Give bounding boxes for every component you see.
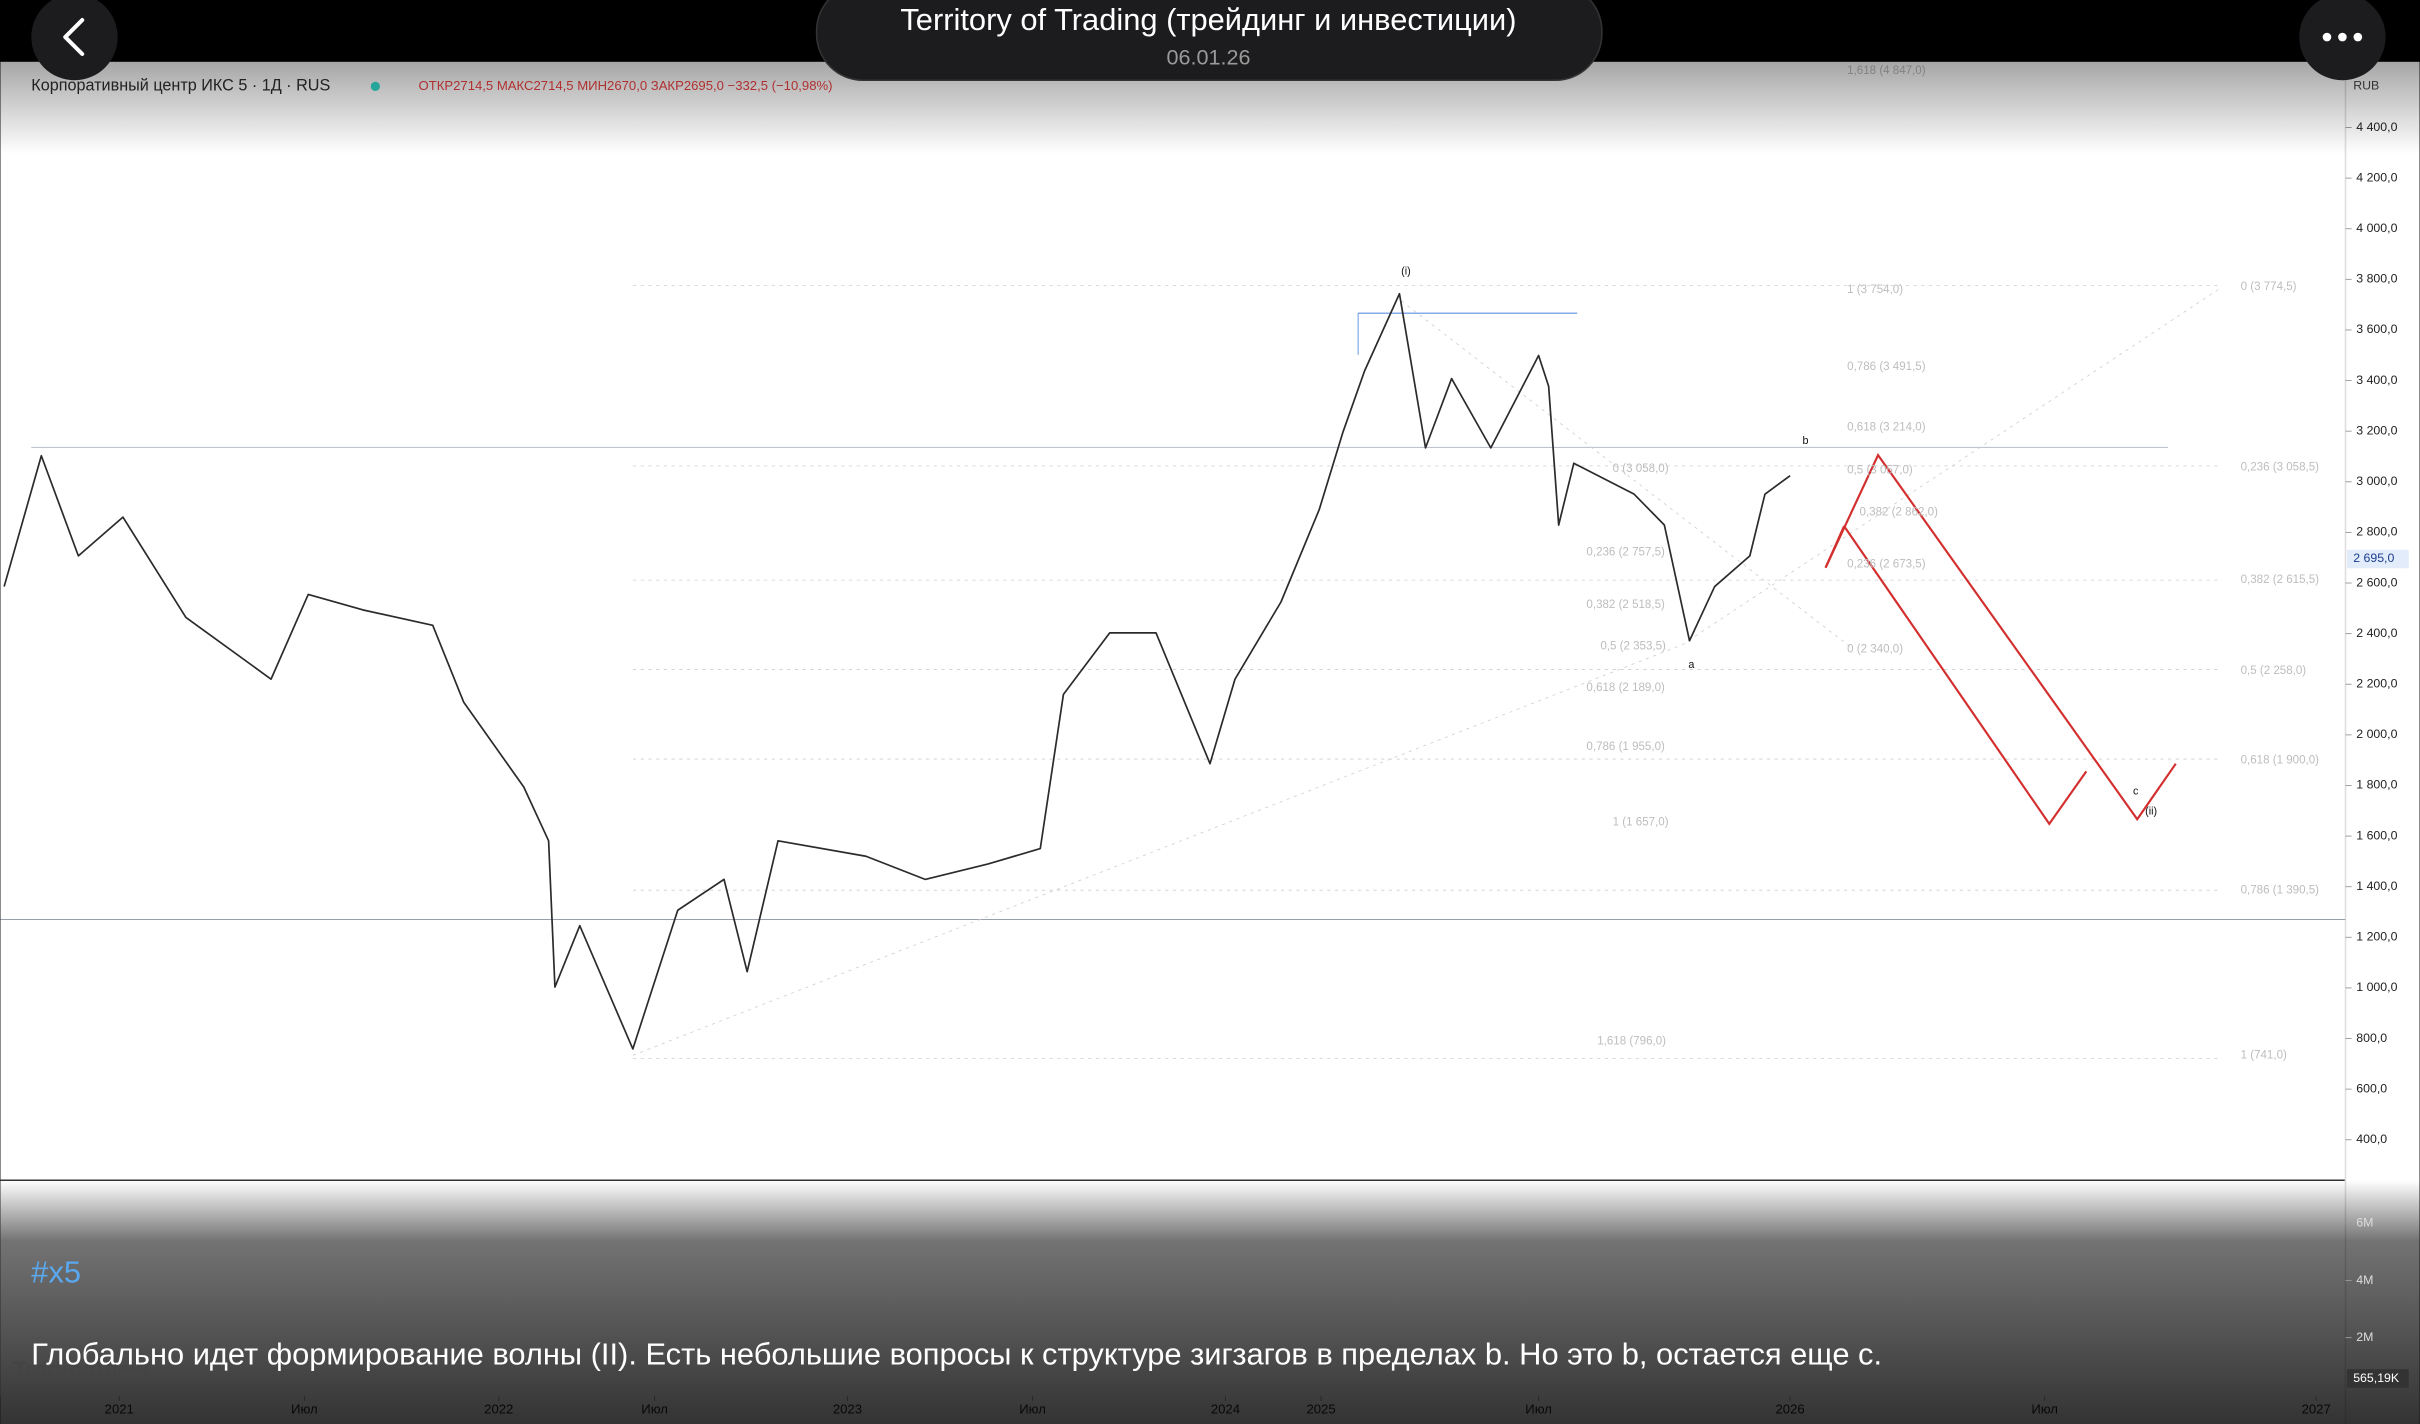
ohlc: ОТКР2714,5 МАКС2714,5 МИН2670,0 ЗАКР2695… — [419, 78, 833, 93]
wave-label: (ii) — [2145, 805, 2157, 817]
y-tick-label: 4 000,0 — [2356, 221, 2397, 235]
back-button[interactable] — [31, 0, 118, 81]
y-tick-label: 1 400,0 — [2356, 879, 2397, 893]
y-tick-label: 1 200,0 — [2356, 930, 2397, 944]
y-tick-label: 1 000,0 — [2356, 980, 2397, 994]
more-button[interactable] — [2299, 0, 2386, 81]
currency: RUB — [2353, 79, 2379, 93]
fib-guides — [632, 285, 2223, 1059]
post-date: 06.01.26 — [1166, 44, 1250, 69]
fib-label: 0,236 (2 757,5) — [1586, 546, 1665, 558]
y-tick-label: 2 600,0 — [2356, 575, 2397, 589]
y-tick-label: 2 400,0 — [2356, 626, 2397, 640]
y-tick-label: 2 800,0 — [2356, 525, 2397, 539]
wave-label: b — [1803, 435, 1809, 447]
fib-label: 0 (3 774,5) — [2241, 281, 2297, 293]
fib-label: 0,618 (2 189,0) — [1586, 682, 1665, 694]
fib-label: 0,382 (2 518,5) — [1586, 599, 1665, 611]
fib-label: 0,5 (3 057,0) — [1847, 465, 1913, 477]
fib-label: 0 (2 340,0) — [1847, 644, 1903, 656]
volume-tick-label: 4M — [2356, 1273, 2373, 1287]
fib-label: 0,5 (2 353,5) — [1600, 640, 1666, 652]
y-tick-label: 800,0 — [2356, 1031, 2387, 1045]
volume-tick-label: 6M — [2356, 1216, 2373, 1230]
last-price-box — [2347, 549, 2409, 569]
fib-label: 0,382 (2 615,5) — [2241, 574, 2320, 586]
title-pill — [815, 0, 1603, 81]
fib-label: 0,382 (2 862,0) — [1860, 506, 1939, 518]
fib-label: 1,618 (796,0) — [1597, 1035, 1666, 1047]
wave-label: c — [2133, 785, 2139, 797]
fib-label: 0,236 (3 058,5) — [2241, 462, 2320, 474]
symbol: Корпоративный центр ИКС 5 · 1Д · RUS — [31, 77, 330, 95]
watermark: TradingView — [13, 1357, 150, 1383]
post-title: Territory of Trading (трейдинг и инвести… — [900, 2, 1516, 37]
y-tick-label: 3 600,0 — [2356, 322, 2397, 336]
fib-label: 0,618 (1 900,0) — [2241, 755, 2320, 767]
price-line — [3, 292, 1791, 1050]
caption-tag: #x5 — [31, 1255, 81, 1290]
fib-label: 1 (3 754,0) — [1847, 284, 1903, 296]
y-tick-label: 4 200,0 — [2356, 170, 2397, 184]
y-tick-label: 2 200,0 — [2356, 677, 2397, 691]
y-tick-label: 1 600,0 — [2356, 828, 2397, 842]
fib-label: 1 (741,0) — [2241, 1049, 2287, 1061]
y-tick-label: 3 000,0 — [2356, 474, 2397, 488]
wave-label: (i) — [1401, 265, 1411, 277]
y-tick-label: 3 400,0 — [2356, 373, 2397, 387]
last-price-label: 2 695,0 — [2353, 551, 2394, 565]
caption-text: Глобально идет формирование волны (II). … — [31, 1336, 1882, 1371]
volume-last-box — [2347, 1369, 2409, 1388]
projection — [1824, 452, 2177, 826]
y-tick-label: 3 200,0 — [2356, 423, 2397, 437]
fib-label: 0,5 (2 258,0) — [2241, 665, 2307, 677]
fib-label: 1 (1 657,0) — [1613, 816, 1669, 828]
volume-tick-label: 2M — [2356, 1330, 2373, 1344]
volume-last-label: 565,19K — [2353, 1371, 2400, 1385]
wave-label: a — [1688, 659, 1694, 671]
fib-label: 0,786 (1 390,5) — [2241, 884, 2320, 896]
caption-shade — [0, 1180, 2420, 1424]
y-tick-label: 3 800,0 — [2356, 272, 2397, 286]
fib-label: 0 (3 058,0) — [1613, 463, 1669, 475]
y-tick-label: 1 800,0 — [2356, 778, 2397, 792]
fib-label: 0,786 (1 955,0) — [1586, 741, 1665, 753]
y-tick-label: 400,0 — [2356, 1132, 2387, 1146]
fib-label: 0,236 (2 673,5) — [1847, 559, 1926, 571]
y-tick-label: 2 000,0 — [2356, 727, 2397, 741]
fib-label: 0,618 (3 214,0) — [1847, 421, 1926, 433]
fib-label: 0,786 (3 491,5) — [1847, 361, 1926, 373]
status-dot — [370, 81, 380, 92]
y-tick-label: 600,0 — [2356, 1081, 2387, 1095]
